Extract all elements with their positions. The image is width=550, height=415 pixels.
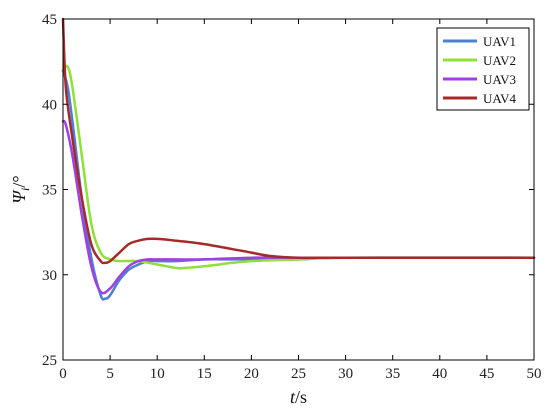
series-layer xyxy=(61,17,536,301)
x-tick-label: 50 xyxy=(527,366,542,382)
y-tick-label: 45 xyxy=(42,12,57,28)
x-tick-label: 30 xyxy=(338,366,353,382)
x-tick-label: 25 xyxy=(291,366,306,382)
legend-label-uav4: UAV4 xyxy=(483,91,516,106)
y-tick-label: 30 xyxy=(42,268,57,284)
y-axis-unit: /° xyxy=(9,175,29,187)
x-tick-label: 45 xyxy=(479,366,494,382)
y-tick-label: 40 xyxy=(42,97,57,113)
legend: UAV1 UAV2 UAV3 UAV4 xyxy=(436,27,530,111)
y-tick-label: 35 xyxy=(42,183,57,199)
x-tick-label: 10 xyxy=(150,366,165,382)
ticks-layer: 0 5 10 15 20 25 30 35 40 45 50 25 30 35 40 45 xyxy=(42,12,542,382)
x-axis-var: t xyxy=(290,387,296,407)
y-axis-var: Ψ xyxy=(9,189,29,204)
series-line-uav4 xyxy=(61,17,536,265)
x-axis-unit: /s xyxy=(295,387,307,407)
x-tick-label: 35 xyxy=(385,366,400,382)
y-tick-label: 25 xyxy=(42,353,57,369)
legend-label-uav3: UAV3 xyxy=(483,72,516,87)
x-tick-label: 0 xyxy=(59,366,67,382)
x-axis-label: t/s xyxy=(290,387,307,407)
legend-label-uav1: UAV1 xyxy=(483,34,516,49)
x-tick-label: 40 xyxy=(432,366,447,382)
x-tick-label: 15 xyxy=(197,366,212,382)
legend-label-uav2: UAV2 xyxy=(483,53,516,68)
x-tick-label: 20 xyxy=(244,366,259,382)
x-tick-label: 5 xyxy=(106,366,114,382)
y-axis-sub: i xyxy=(18,188,32,191)
series-line-uav2 xyxy=(61,64,536,270)
y-axis-label: Ψi/° xyxy=(9,175,32,203)
